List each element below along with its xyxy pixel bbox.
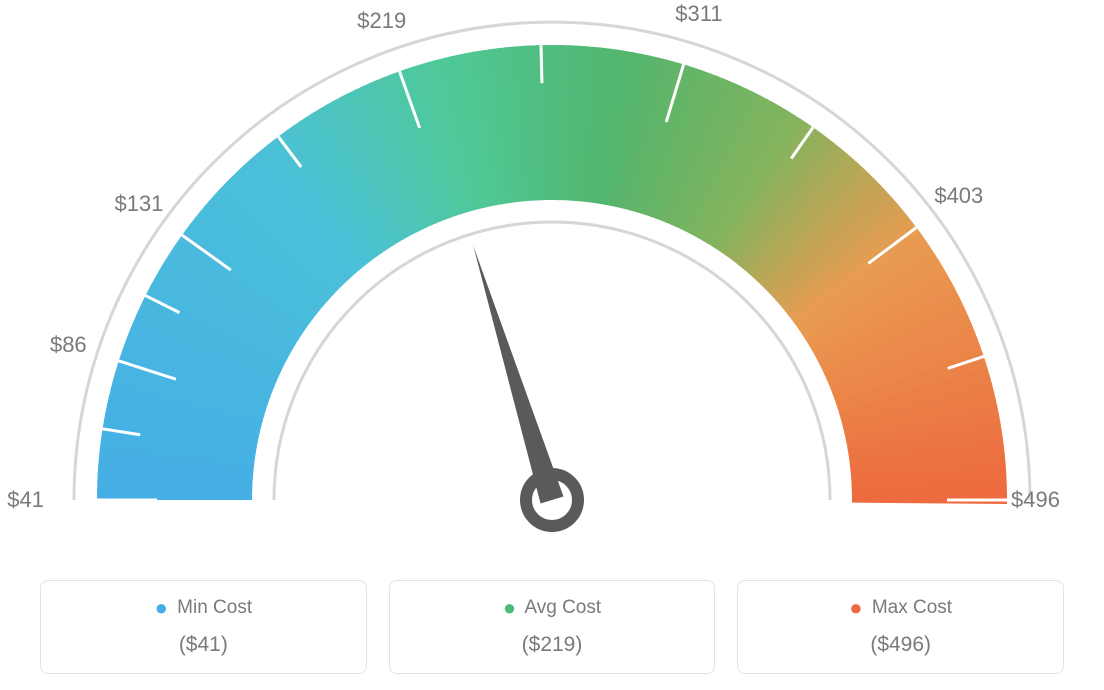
- dot-icon-avg: ●: [503, 595, 516, 620]
- legend-card-min: ● Min Cost ($41): [40, 580, 367, 674]
- gauge-tick-label: $219: [357, 8, 406, 34]
- legend-value-max: ($496): [748, 633, 1053, 657]
- dot-icon-min: ●: [155, 595, 168, 620]
- legend-value-min: ($41): [51, 633, 356, 657]
- legend-value-avg: ($219): [400, 633, 705, 657]
- legend-label-max: Max Cost: [872, 597, 952, 618]
- gauge-tick-label: $403: [934, 183, 983, 209]
- legend-title-min: ● Min Cost: [51, 595, 356, 621]
- legend-label-avg: Avg Cost: [524, 597, 601, 618]
- gauge-tick-label: $131: [114, 191, 163, 217]
- gauge-chart: $41 $86 $131 $219 $311 $403 $496: [0, 0, 1104, 560]
- gauge-tick-label: $311: [675, 1, 722, 27]
- gauge-tick-label: $496: [1011, 487, 1060, 513]
- gauge-tick-label: $41: [7, 487, 44, 513]
- dot-icon-max: ●: [849, 595, 862, 620]
- legend-card-avg: ● Avg Cost ($219): [389, 580, 716, 674]
- gauge-svg: [0, 0, 1104, 560]
- gauge-tick-label: $86: [50, 332, 87, 358]
- legend-title-avg: ● Avg Cost: [400, 595, 705, 621]
- legend-row: ● Min Cost ($41) ● Avg Cost ($219) ● Max…: [40, 580, 1064, 674]
- legend-title-max: ● Max Cost: [748, 595, 1053, 621]
- legend-card-max: ● Max Cost ($496): [737, 580, 1064, 674]
- legend-label-min: Min Cost: [177, 597, 252, 618]
